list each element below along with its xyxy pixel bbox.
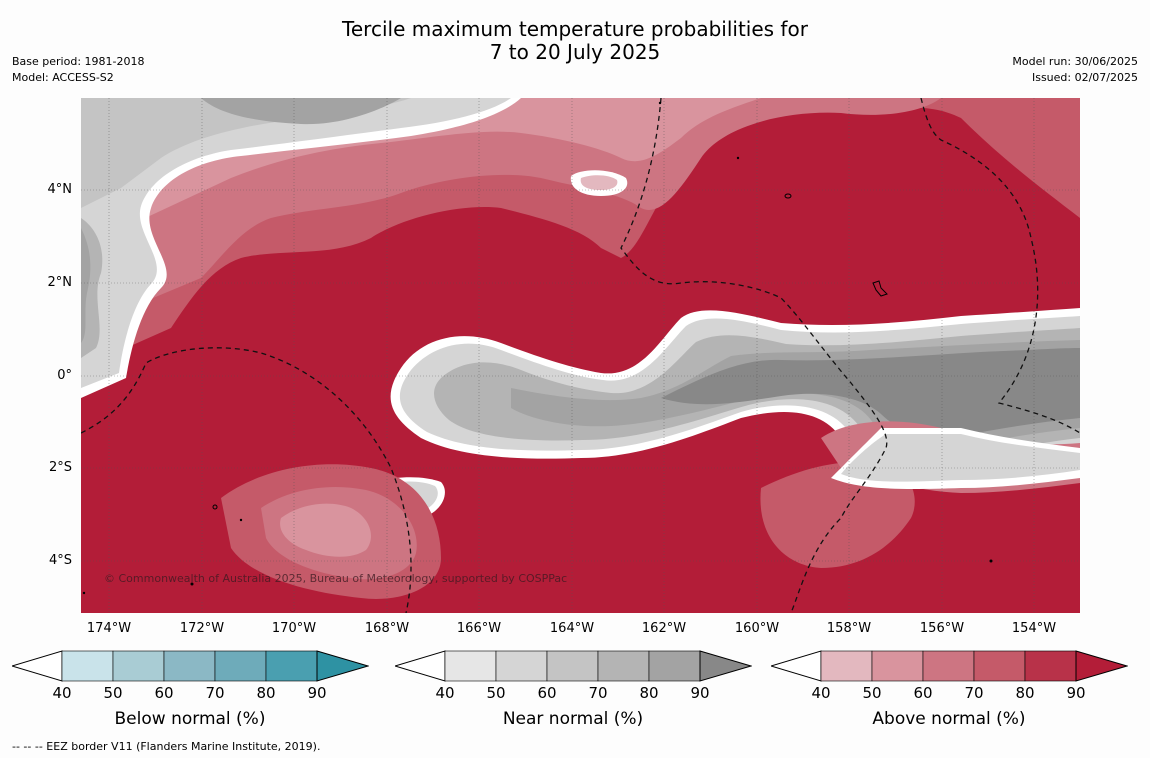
lon-label-164w: 164°W — [549, 621, 595, 636]
cbar-above-bin-5 — [1024, 650, 1077, 682]
cbar-near-tick-90: 90 — [690, 684, 710, 702]
colorbar-near-normal — [395, 650, 752, 682]
issued-date: Issued: 02/07/2025 — [1031, 71, 1138, 84]
model-name: Model: ACCESS-S2 — [12, 71, 114, 84]
cbar-near-tick-60: 60 — [537, 684, 557, 702]
cbar-above-bin-1 — [820, 650, 873, 682]
cbar-above-lower-extension — [771, 650, 822, 682]
lon-label-166w: 166°W — [456, 621, 502, 636]
cbar-above-upper-extension — [1075, 650, 1128, 682]
cbar-below-bin-5 — [265, 650, 318, 682]
cbar-below-tick-80: 80 — [256, 684, 276, 702]
lon-label-162w: 162°W — [641, 621, 687, 636]
colorbar-below-normal — [12, 650, 369, 682]
cbar-below-bin-2 — [112, 650, 165, 682]
model-run: Model run: 30/06/2025 — [1012, 55, 1138, 68]
chart-title: Tercile maximum temperature probabilitie… — [0, 18, 1150, 64]
lon-label-154w: 154°W — [1011, 621, 1057, 636]
lat-label-4n: 4°N — [47, 182, 73, 197]
cbar-above-bin-4 — [973, 650, 1026, 682]
cbar-below-bin-1 — [61, 650, 114, 682]
colorbar-above-normal — [771, 650, 1128, 682]
base-period: Base period: 1981-2018 — [12, 55, 145, 68]
cbar-above-tick-50: 50 — [862, 684, 882, 702]
cbar-near-title: Near normal (%) — [502, 709, 644, 729]
cbar-below-tick-40: 40 — [52, 684, 72, 702]
lon-label-174w: 174°W — [86, 621, 132, 636]
cbar-above-bin-3 — [922, 650, 975, 682]
cbar-below-title: Below normal (%) — [114, 709, 266, 729]
cbar-near-bin-2 — [495, 650, 548, 682]
lon-label-168w: 168°W — [364, 621, 410, 636]
meta-left: Base period: 1981-2018 Model: ACCESS-S2 — [12, 54, 144, 86]
cbar-near-tick-50: 50 — [486, 684, 506, 702]
cbar-below-bin-4 — [214, 650, 267, 682]
meta-right: Model run: 30/06/2025 Issued: 02/07/2025 — [1012, 54, 1138, 86]
title-line-1: Tercile maximum temperature probabilitie… — [342, 17, 808, 41]
cbar-near-tick-70: 70 — [588, 684, 608, 702]
cbar-near-tick-40: 40 — [435, 684, 455, 702]
title-line-2: 7 to 20 July 2025 — [489, 40, 661, 64]
cbar-above-tick-40: 40 — [811, 684, 831, 702]
cbar-below-lower-extension — [12, 650, 63, 682]
cbar-above-tick-80: 80 — [1015, 684, 1035, 702]
cbar-above-bin-2 — [871, 650, 924, 682]
map-canvas — [81, 98, 1080, 613]
cbar-below-upper-extension — [316, 650, 369, 682]
cbar-above-tick-70: 70 — [964, 684, 984, 702]
cbar-near-upper-extension — [699, 650, 752, 682]
lon-label-158w: 158°W — [826, 621, 872, 636]
cbar-below-tick-90: 90 — [307, 684, 327, 702]
cbar-near-bin-4 — [597, 650, 650, 682]
cbar-near-bin-3 — [546, 650, 599, 682]
lon-label-170w: 170°W — [271, 621, 317, 636]
cbar-near-bin-1 — [444, 650, 497, 682]
cbar-near-bin-5 — [648, 650, 701, 682]
cbar-below-bin-3 — [163, 650, 216, 682]
cbar-above-tick-60: 60 — [913, 684, 933, 702]
lon-label-172w: 172°W — [179, 621, 225, 636]
cbar-near-tick-80: 80 — [639, 684, 659, 702]
cbar-below-tick-50: 50 — [103, 684, 123, 702]
lat-label-2s: 2°S — [48, 460, 72, 475]
probability-map — [81, 98, 1080, 613]
eez-footnote: -- -- -- EEZ border V11 (Flanders Marine… — [12, 740, 321, 753]
lon-label-160w: 160°W — [734, 621, 780, 636]
cbar-below-tick-60: 60 — [154, 684, 174, 702]
lat-label-4s: 4°S — [48, 553, 72, 568]
cbar-above-tick-90: 90 — [1066, 684, 1086, 702]
lat-label-2n: 2°N — [47, 275, 73, 290]
cbar-near-lower-extension — [395, 650, 446, 682]
copyright-notice: © Commonwealth of Australia 2025, Bureau… — [104, 572, 568, 585]
cbar-below-tick-70: 70 — [205, 684, 225, 702]
lon-label-156w: 156°W — [919, 621, 965, 636]
lat-label-0: 0° — [57, 368, 72, 383]
cbar-above-title: Above normal (%) — [872, 709, 1026, 729]
